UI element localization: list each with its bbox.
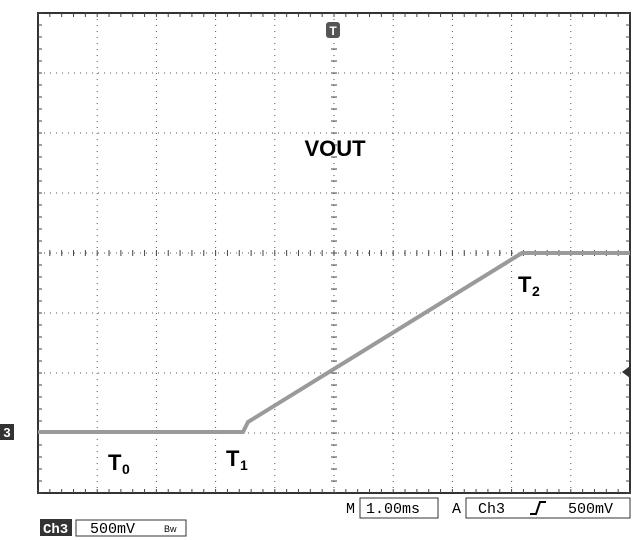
timebase: 1.00ms [366,501,420,518]
channel-marker: 3 [3,425,10,440]
trigger-level: 500mV [568,501,613,518]
channel-scale: 500mV [90,521,135,538]
trigger-box [465,497,631,519]
level-marker [622,366,630,378]
trace [38,251,630,434]
status-bar: M 1.00ms A Ch3 500mV [346,497,631,519]
label-main: T [518,272,532,297]
channel-marker-bg [0,424,14,440]
channel-name-bg [40,519,72,536]
timebase-box [359,497,439,519]
bw-icon: Bw [164,524,177,534]
time-label: T 2 [518,272,540,299]
label-main: T [108,450,122,475]
time-label: T 1 [226,446,248,473]
label-sub: 0 [122,461,130,477]
trigger-source: Ch3 [478,501,505,518]
channel-bar: Ch3 500mV Bw [40,519,187,538]
trigger-mode: A [452,501,461,518]
trigger-marker: T [329,24,337,38]
mode: M [346,501,355,518]
trigger-marker-bg [326,22,340,38]
slope-icon [530,501,546,515]
label-sub: 2 [532,283,540,299]
label-main: T [226,446,240,471]
time-label: T 0 [108,450,130,477]
channel-box [75,519,187,537]
signal-label: VOUT [304,136,366,161]
channel-name: Ch3 [43,522,68,538]
label-sub: 1 [240,457,248,473]
